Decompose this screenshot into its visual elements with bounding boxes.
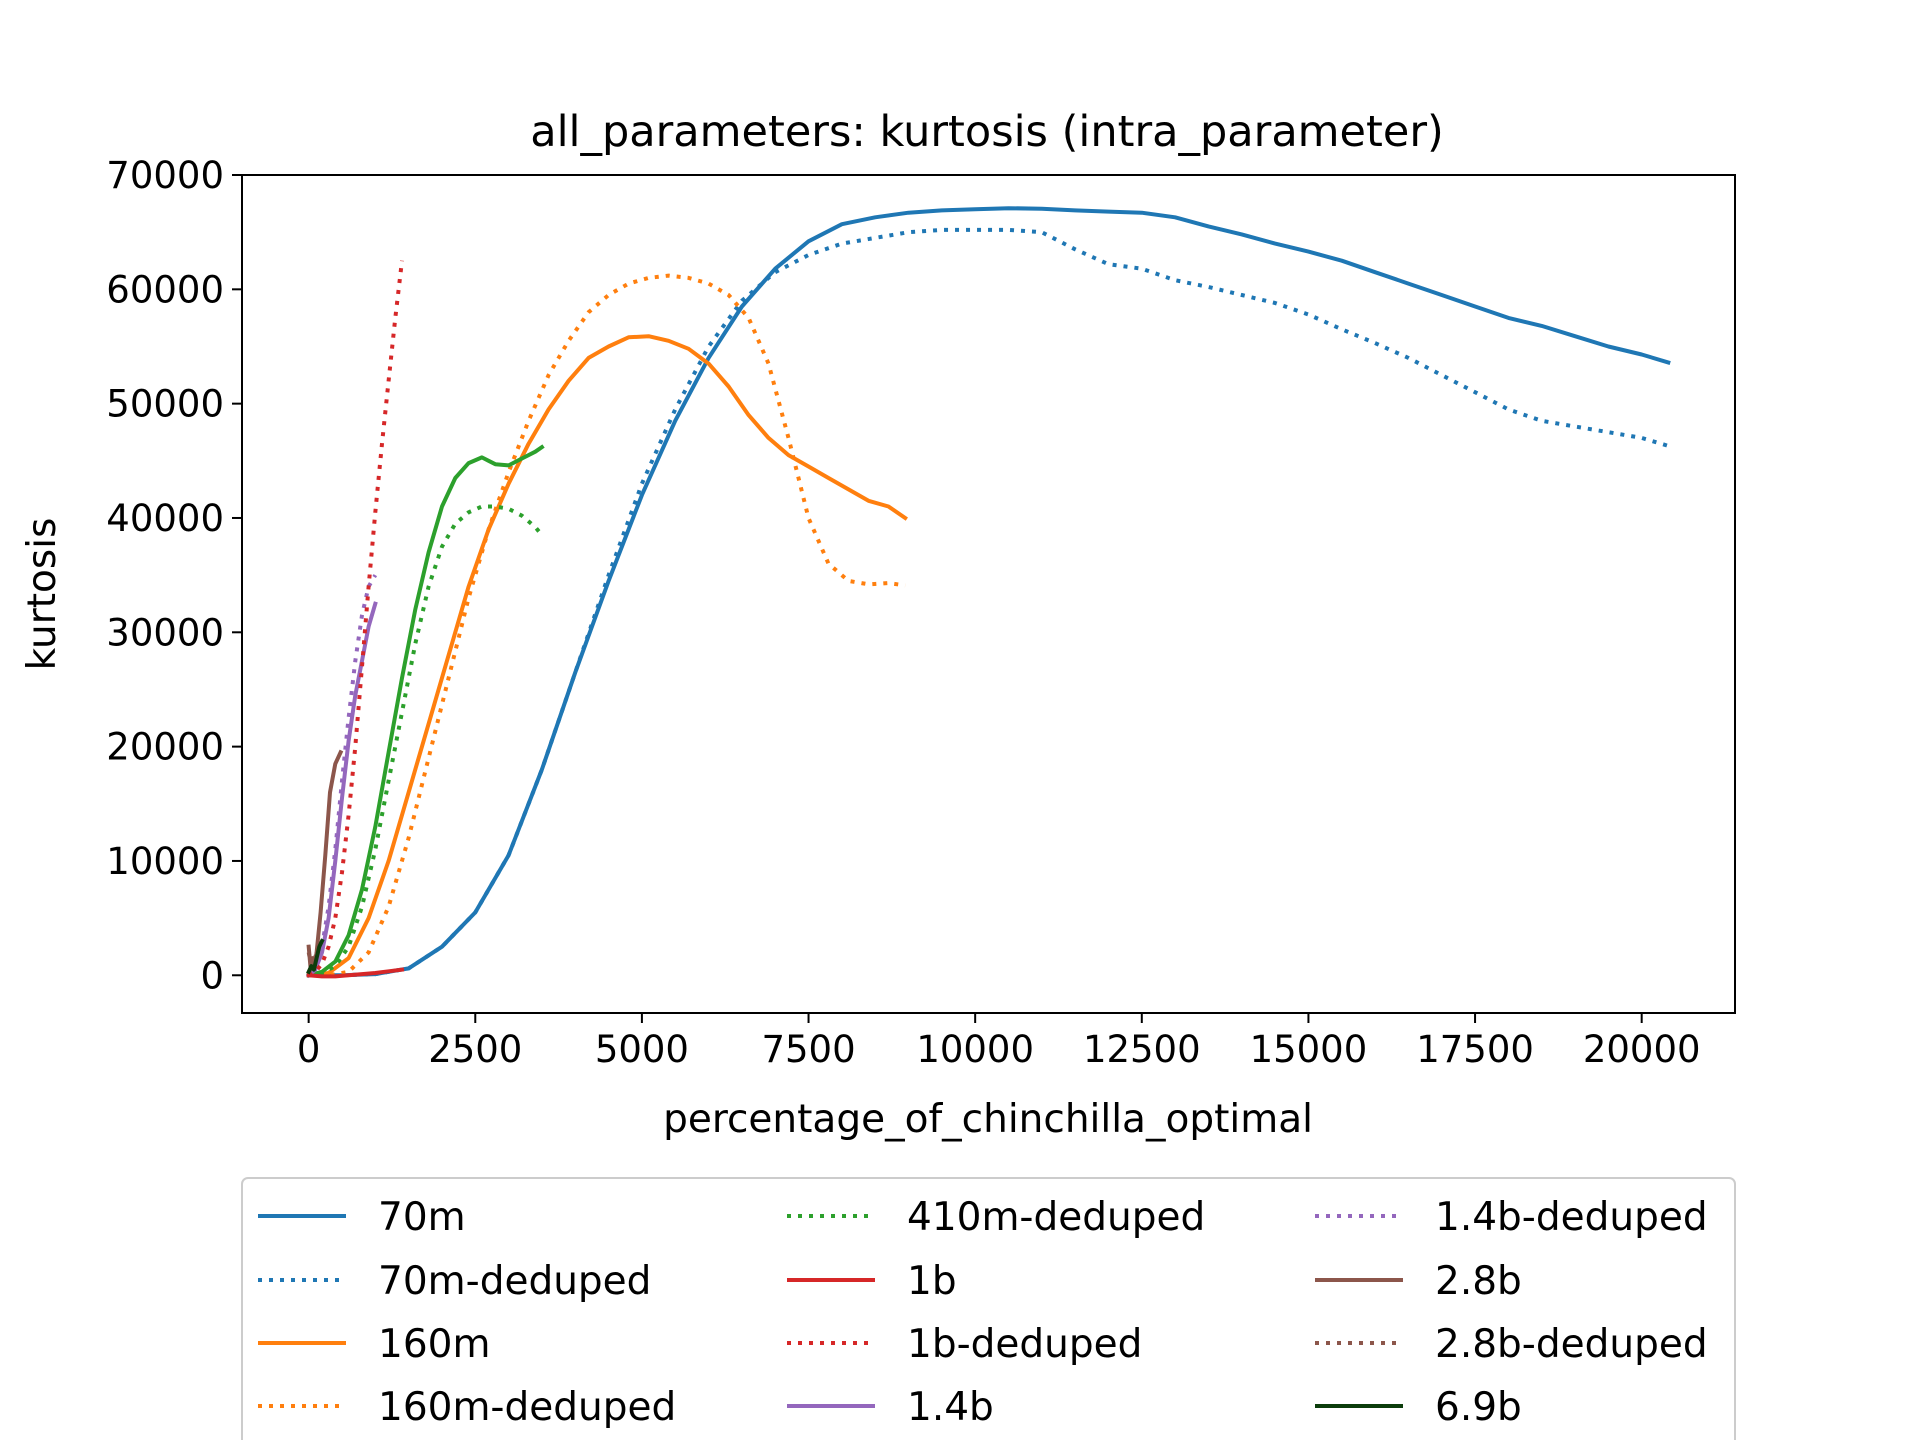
legend-label-1b: 1b xyxy=(907,1259,957,1304)
x-tick-label: 20000 xyxy=(1583,1028,1701,1071)
series-line-160m xyxy=(306,334,908,978)
y-tick-label: 30000 xyxy=(106,611,224,654)
plot-area xyxy=(241,174,1736,1014)
y-tick-label: 10000 xyxy=(106,840,224,883)
y-axis-label: kurtosis xyxy=(20,518,65,671)
x-tick-label: 0 xyxy=(297,1028,321,1071)
series-line-1b-deduped xyxy=(307,260,404,978)
y-tick-label: 40000 xyxy=(106,497,224,540)
legend-label-160m: 160m xyxy=(378,1322,490,1367)
x-tick-label: 10000 xyxy=(916,1028,1034,1071)
x-tick-label: 15000 xyxy=(1250,1028,1368,1071)
x-tick-label: 12500 xyxy=(1083,1028,1201,1071)
legend-label-70m-deduped: 70m-deduped xyxy=(378,1259,651,1304)
legend-label-6-9b: 6.9b xyxy=(1435,1385,1522,1430)
series-line-410m-deduped xyxy=(308,504,544,978)
plot-frame xyxy=(241,174,1736,1014)
x-tick-label: 2500 xyxy=(428,1028,522,1071)
y-tick-label: 60000 xyxy=(106,268,224,311)
series-line-410m xyxy=(306,444,545,978)
y-tick-label: 0 xyxy=(200,954,224,997)
legend-label-1b-deduped: 1b-deduped xyxy=(907,1322,1142,1367)
legend-label-1-4b-deduped: 1.4b-deduped xyxy=(1435,1195,1708,1240)
y-tick-label: 70000 xyxy=(106,154,224,197)
legend-label-410m-deduped: 410m-deduped xyxy=(907,1195,1205,1240)
legend-label-70m: 70m xyxy=(378,1195,466,1240)
y-tick-label: 50000 xyxy=(106,383,224,426)
plot-background xyxy=(242,175,1735,1013)
x-axis-label: percentage_of_chinchilla_optimal xyxy=(663,1097,1313,1142)
series-line-160m-deduped xyxy=(308,273,906,978)
x-tick-label: 5000 xyxy=(595,1028,689,1071)
legend-label-1-4b: 1.4b xyxy=(907,1385,994,1430)
x-tick-label: 7500 xyxy=(761,1028,855,1071)
x-tick-label: 17500 xyxy=(1416,1028,1534,1071)
chart-title: all_parameters: kurtosis (intra_paramete… xyxy=(530,107,1444,157)
y-tick-label: 20000 xyxy=(106,726,224,769)
series-line-1b xyxy=(306,967,405,979)
legend-label-2-8b-deduped: 2.8b-deduped xyxy=(1435,1322,1708,1367)
legend: 70m 70m-deduped 160m 160m-deduped 410m-dedup… xyxy=(241,1177,1736,1440)
legend-label-2-8b: 2.8b xyxy=(1435,1259,1522,1304)
y-axis: 0 10000 20000 30000 40000 50000 60000 70000 xyxy=(106,154,242,997)
series-line-1-4b xyxy=(305,601,378,979)
legend-frame xyxy=(241,1177,1736,1440)
series-line-70m-deduped xyxy=(308,227,1669,978)
series-layer xyxy=(305,206,1671,979)
legend-label-160m-deduped: 160m-deduped xyxy=(378,1385,676,1430)
x-axis: 0 2500 5000 7500 10000 12500 15000 17500 20000 xyxy=(297,1013,1701,1071)
legend-items: 70m 70m-deduped 160m 160m-deduped 410m-dedup… xyxy=(258,1195,1708,1430)
series-line-6-9b xyxy=(306,938,325,975)
